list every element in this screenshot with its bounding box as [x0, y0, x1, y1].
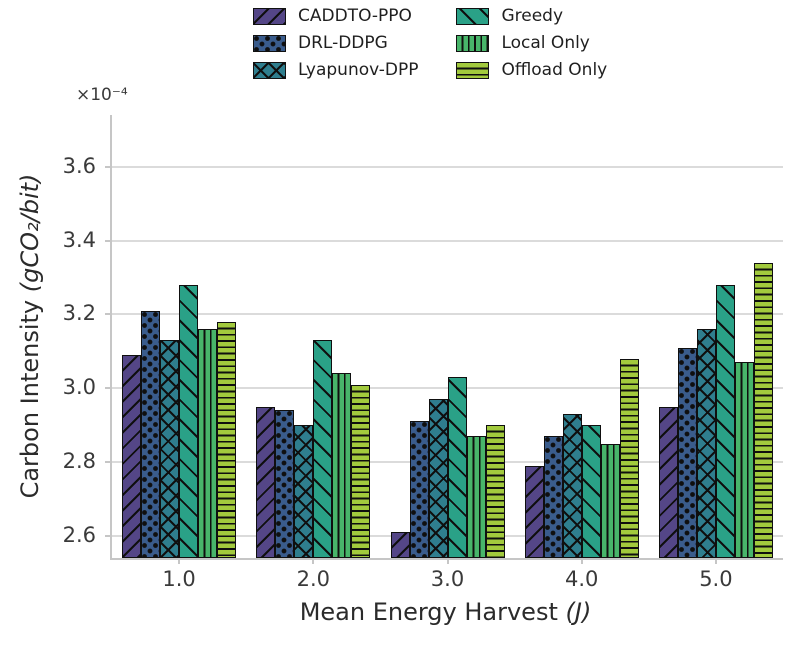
- x-tick-mark: [312, 558, 315, 564]
- x-axis-title-unit: (J): [565, 598, 592, 626]
- bar-offload-only-1.0: [217, 321, 237, 558]
- bar-group-1.0: [122, 115, 237, 558]
- y-tick-mark: [105, 534, 112, 537]
- bar-local-only-5.0: [734, 362, 754, 558]
- bar-local-only-1.0: [198, 329, 218, 558]
- legend-label: Lyapunov-DPP: [298, 59, 419, 80]
- y-tick-label: 3.0: [62, 375, 96, 400]
- legend-label: Local Only: [501, 32, 590, 53]
- x-tick-label: 5.0: [699, 567, 733, 591]
- bar-lyapunov-dpp-2.0: [294, 425, 314, 558]
- legend-swatch: [253, 34, 286, 52]
- legend-swatch: [456, 7, 490, 25]
- y-tick-mark: [105, 387, 112, 390]
- x-axis-title: Mean Energy Harvest (J): [110, 600, 781, 624]
- legend: CADDTO-PPO DRL-DDPG Lyapunov-DPP Greedy Loc…: [253, 7, 607, 79]
- bar-caddto-ppo-2.0: [256, 406, 276, 558]
- y-axis-title: Carbon Intensity (gCO₂/bit): [16, 173, 44, 499]
- x-tick-label: 4.0: [564, 567, 599, 591]
- legend-item-drl-ddpg: DRL-DDPG: [253, 34, 418, 52]
- bar-lyapunov-dpp-4.0: [562, 414, 582, 558]
- legend-item-offload-only: Offload Only: [456, 61, 607, 79]
- x-tick-label: 2.0: [296, 567, 330, 591]
- legend-item-local-only: Local Only: [456, 34, 607, 52]
- bar-greedy-1.0: [179, 284, 199, 558]
- bar-group-5.0: [658, 115, 773, 558]
- bar-offload-only-5.0: [753, 262, 773, 558]
- bar-caddto-ppo-3.0: [390, 532, 410, 558]
- bar-group-3.0: [390, 115, 505, 558]
- bar-drl-ddpg-1.0: [141, 310, 161, 558]
- bar-offload-only-4.0: [619, 358, 639, 558]
- y-tick-mark: [105, 461, 112, 464]
- gridline: [112, 165, 783, 168]
- x-tick-label: 1.0: [162, 567, 196, 591]
- bar-caddto-ppo-4.0: [524, 465, 544, 558]
- x-tick-mark: [580, 558, 583, 564]
- gridline: [112, 313, 783, 316]
- x-tick-label: 3.0: [430, 567, 465, 591]
- y-tick-mark: [105, 239, 112, 242]
- x-tick-mark: [446, 558, 449, 564]
- legend-item-greedy: Greedy: [456, 7, 607, 25]
- bar-lyapunov-dpp-5.0: [696, 329, 716, 558]
- legend-column-right: Greedy Local Only Offload Only: [456, 7, 607, 79]
- y-tick-label: 3.6: [62, 153, 96, 178]
- y-axis-title-unit: (gCO₂/bit): [16, 173, 44, 293]
- bar-drl-ddpg-4.0: [543, 436, 563, 558]
- bar-lyapunov-dpp-3.0: [428, 399, 448, 558]
- bar-greedy-4.0: [581, 425, 601, 558]
- y-tick-mark: [105, 165, 112, 168]
- bar-group-4.0: [524, 115, 639, 558]
- gridline: [112, 239, 783, 242]
- legend-label: DRL-DDPG: [298, 32, 388, 53]
- y-tick-label: 2.8: [62, 449, 96, 474]
- bar-drl-ddpg-3.0: [409, 421, 429, 558]
- bar-local-only-2.0: [332, 373, 352, 558]
- bar-greedy-5.0: [715, 284, 735, 558]
- bar-greedy-3.0: [447, 377, 467, 558]
- bar-offload-only-3.0: [485, 425, 505, 558]
- y-tick-label: 2.6: [62, 522, 96, 547]
- x-tick-mark: [714, 558, 717, 564]
- legend-label: CADDTO-PPO: [298, 5, 412, 26]
- bar-lyapunov-dpp-1.0: [160, 340, 180, 558]
- y-tick-label: 3.2: [62, 301, 96, 326]
- legend-swatch: [253, 61, 286, 79]
- bar-caddto-ppo-1.0: [122, 355, 142, 558]
- bar-caddto-ppo-5.0: [658, 406, 678, 558]
- legend-item-lyapunov-dpp: Lyapunov-DPP: [253, 61, 418, 79]
- y-tick-label: 3.4: [62, 227, 96, 252]
- bar-local-only-4.0: [600, 443, 620, 558]
- legend-item-caddto-ppo: CADDTO-PPO: [253, 7, 418, 25]
- legend-label: Greedy: [501, 5, 564, 26]
- y-axis-title-text: Carbon Intensity: [16, 292, 44, 499]
- bar-drl-ddpg-2.0: [275, 410, 295, 558]
- bar-group-2.0: [256, 115, 371, 558]
- bar-drl-ddpg-5.0: [677, 347, 697, 558]
- legend-swatch: [253, 7, 286, 25]
- plot-area: 2.6 2.8 3.0 3.2 3.4 3.6 1.0 2.0 3.0 4.0 5.0: [63, 115, 783, 590]
- x-axis-title-text: Mean Energy Harvest: [299, 598, 566, 626]
- y-axis-offset-label: ×10⁻⁴: [76, 85, 128, 105]
- legend-column-left: CADDTO-PPO DRL-DDPG Lyapunov-DPP: [253, 7, 418, 79]
- y-tick-mark: [105, 313, 112, 316]
- legend-swatch: [456, 34, 490, 52]
- bar-local-only-3.0: [466, 436, 486, 558]
- x-tick-mark: [178, 558, 181, 564]
- legend-label: Offload Only: [501, 59, 608, 80]
- bar-greedy-2.0: [313, 340, 333, 558]
- legend-swatch: [456, 61, 490, 79]
- bar-offload-only-2.0: [351, 384, 371, 558]
